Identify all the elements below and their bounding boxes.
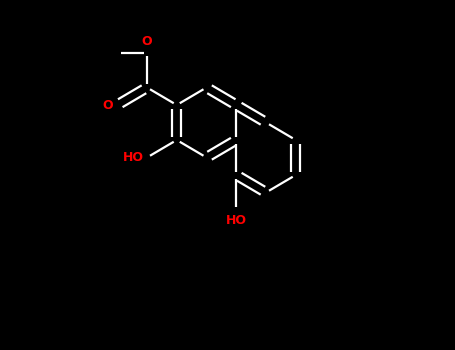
Text: HO: HO: [226, 214, 247, 226]
Text: O: O: [102, 98, 113, 112]
Text: O: O: [142, 35, 152, 48]
Text: HO: HO: [123, 151, 144, 164]
